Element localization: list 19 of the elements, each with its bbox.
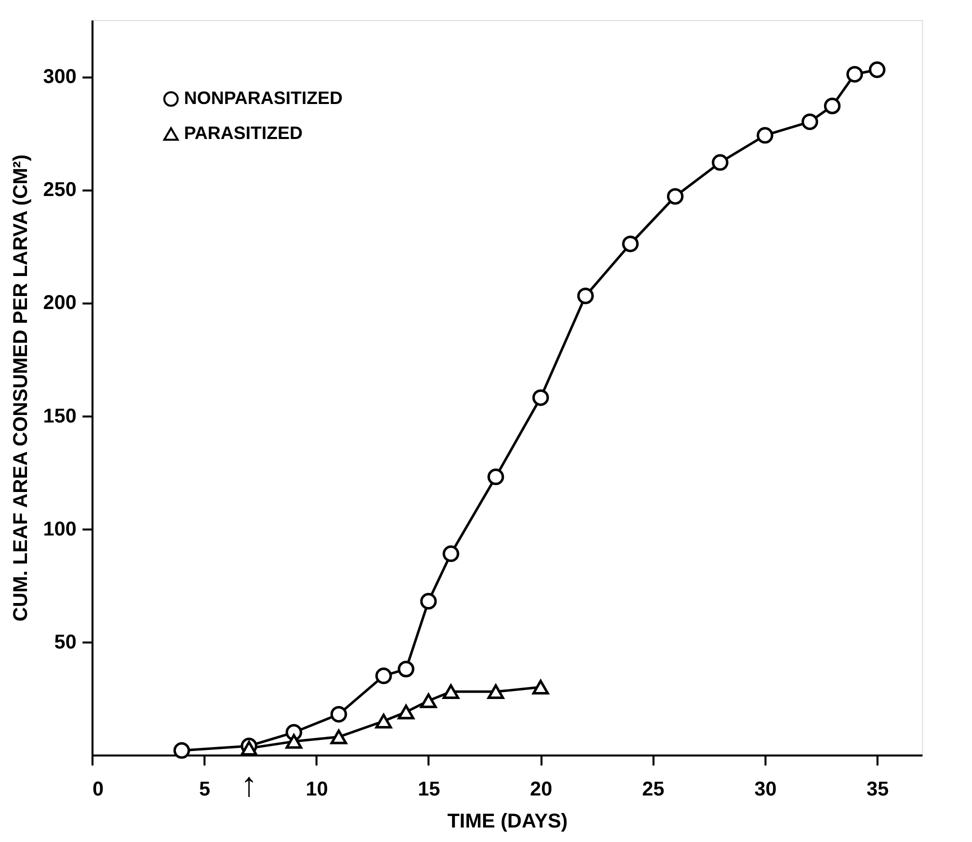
y-tick-label: 100 [43,518,76,540]
y-tick-label: 50 [54,631,76,654]
x-tick-label: 20 [530,778,552,800]
x-tick-label: 30 [754,778,777,800]
legend-label: NONPARASITIZED [184,88,343,108]
y-tick-label: 250 [43,179,76,202]
legend-label: PARASITIZED [184,123,303,143]
x-tick-label: 35 [866,778,889,800]
y-tick-label: 200 [43,292,76,314]
x-tick-label: 5 [199,778,210,800]
y-axis-title: CUM. LEAF AREA CONSUMED PER LARVA (CM²) [10,154,32,622]
x-tick-label: 0 [92,778,104,800]
x-tick-label: 15 [418,778,440,800]
y-tick-label: 150 [43,405,76,428]
x-tick-label: 25 [642,778,664,800]
x-tick-label: 10 [306,778,328,800]
y-tick-label: 300 [43,66,76,88]
text: ↑ [240,766,258,804]
x-axis-title: TIME (DAYS) [447,810,568,832]
